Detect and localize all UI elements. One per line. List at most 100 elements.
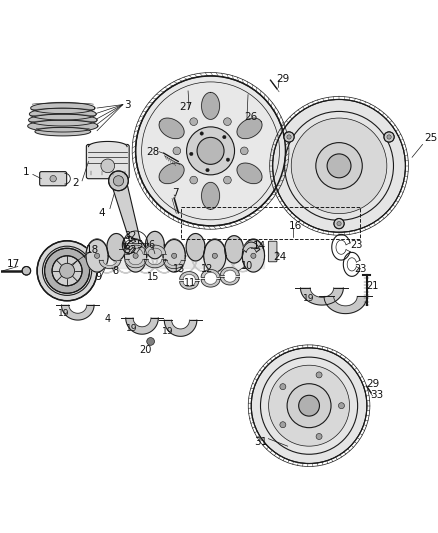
Polygon shape (201, 182, 219, 209)
Polygon shape (28, 114, 97, 126)
Polygon shape (159, 163, 184, 184)
Polygon shape (86, 239, 108, 272)
Circle shape (113, 176, 124, 186)
Text: 6: 6 (148, 240, 155, 250)
Text: 18: 18 (86, 245, 99, 255)
Circle shape (133, 253, 138, 259)
Polygon shape (152, 252, 177, 273)
Polygon shape (28, 120, 98, 132)
Polygon shape (144, 259, 166, 268)
Circle shape (327, 154, 351, 178)
Polygon shape (163, 260, 185, 269)
Circle shape (101, 159, 115, 173)
Circle shape (280, 384, 286, 390)
Circle shape (172, 253, 177, 259)
Circle shape (280, 422, 286, 427)
Text: 19: 19 (126, 324, 137, 333)
FancyBboxPatch shape (40, 172, 67, 186)
Text: 8: 8 (113, 266, 119, 276)
Polygon shape (230, 255, 255, 272)
Text: 23: 23 (350, 240, 362, 250)
Text: 4: 4 (105, 314, 111, 324)
Polygon shape (180, 272, 198, 279)
Circle shape (287, 135, 291, 139)
Circle shape (190, 176, 198, 184)
Polygon shape (35, 127, 91, 136)
Text: 13: 13 (173, 264, 185, 273)
Polygon shape (237, 163, 262, 184)
Circle shape (173, 147, 181, 155)
Polygon shape (113, 254, 138, 273)
Circle shape (52, 256, 82, 286)
Circle shape (190, 152, 193, 156)
Circle shape (284, 132, 294, 142)
Circle shape (223, 135, 226, 139)
Text: 5: 5 (136, 240, 143, 250)
Circle shape (334, 219, 344, 229)
Circle shape (291, 118, 387, 214)
Text: 10: 10 (241, 261, 254, 271)
Circle shape (223, 176, 231, 184)
Circle shape (197, 138, 224, 164)
Text: 9: 9 (95, 272, 102, 282)
Circle shape (109, 171, 128, 191)
Circle shape (206, 168, 209, 172)
Polygon shape (172, 254, 198, 273)
Polygon shape (144, 245, 166, 254)
Text: 25: 25 (424, 133, 438, 143)
Circle shape (287, 384, 331, 427)
Polygon shape (180, 281, 198, 289)
Polygon shape (204, 239, 226, 272)
Text: 32: 32 (124, 245, 137, 255)
Text: 21: 21 (366, 281, 378, 291)
Text: 24: 24 (273, 252, 286, 262)
FancyBboxPatch shape (86, 144, 129, 179)
Text: 20: 20 (139, 345, 152, 355)
Text: 19: 19 (58, 309, 70, 318)
Circle shape (22, 266, 31, 275)
Polygon shape (242, 239, 265, 272)
Text: 33: 33 (370, 390, 383, 400)
Circle shape (268, 365, 350, 446)
Polygon shape (145, 231, 164, 259)
Text: 15: 15 (147, 272, 159, 282)
Text: 27: 27 (179, 102, 192, 112)
Text: 29: 29 (277, 74, 290, 84)
Text: 17: 17 (7, 260, 20, 269)
Polygon shape (111, 179, 141, 244)
Polygon shape (99, 260, 120, 269)
Text: 32: 32 (124, 231, 136, 241)
Polygon shape (163, 239, 185, 272)
Text: 3: 3 (124, 100, 131, 110)
Circle shape (316, 143, 362, 189)
Text: 26: 26 (244, 112, 257, 123)
Text: 2: 2 (72, 178, 79, 188)
Circle shape (226, 158, 230, 161)
Circle shape (45, 248, 89, 293)
Circle shape (299, 395, 319, 416)
Circle shape (337, 222, 341, 226)
Text: 16: 16 (289, 221, 302, 231)
Text: 28: 28 (146, 147, 159, 157)
Text: 23: 23 (354, 264, 367, 273)
Circle shape (240, 147, 248, 155)
Text: 11: 11 (184, 278, 197, 288)
Text: 7: 7 (172, 188, 179, 198)
Polygon shape (243, 242, 260, 252)
Polygon shape (159, 118, 184, 139)
Polygon shape (324, 296, 367, 313)
Text: 19: 19 (162, 327, 173, 336)
Polygon shape (124, 239, 147, 272)
Polygon shape (29, 108, 96, 120)
Circle shape (387, 135, 391, 139)
Circle shape (384, 132, 394, 142)
Polygon shape (94, 254, 120, 273)
Bar (180, 207, 360, 239)
Polygon shape (220, 277, 239, 285)
Circle shape (187, 127, 234, 175)
Polygon shape (191, 254, 217, 272)
Text: 12: 12 (201, 264, 214, 273)
Text: 1: 1 (23, 167, 30, 177)
Circle shape (316, 372, 322, 378)
Polygon shape (61, 305, 94, 320)
